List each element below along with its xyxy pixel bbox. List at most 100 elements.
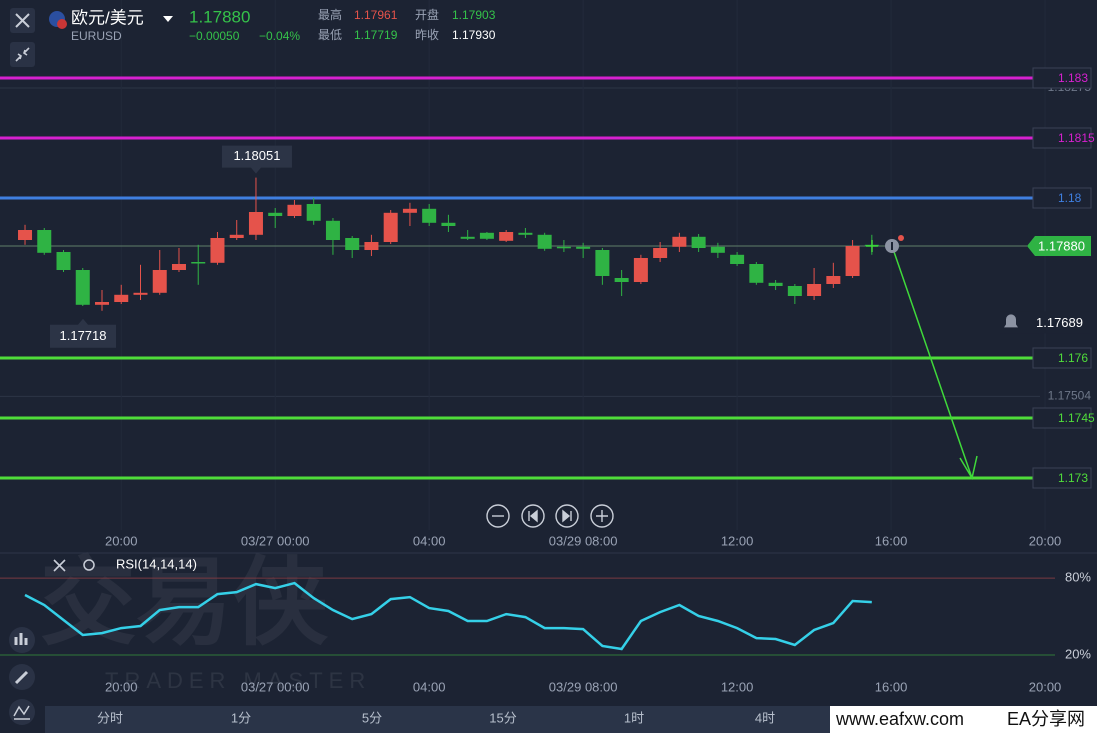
x-tick-label: 04:00	[413, 533, 446, 548]
last-icon	[562, 509, 572, 523]
candle-body	[479, 232, 494, 239]
x-tick-label: 20:00	[105, 533, 138, 548]
alert-label: 1.17689	[1036, 315, 1083, 330]
info-dot	[898, 235, 904, 241]
candle-body	[95, 302, 110, 305]
watermark-logo: 交易侠	[40, 549, 329, 656]
candle-body	[518, 232, 533, 235]
low-value: 1.17719	[354, 28, 398, 42]
level-label-box	[1032, 347, 1092, 369]
prev-label: 昨收	[415, 28, 439, 42]
current-price-box	[1027, 236, 1091, 256]
candle-body	[768, 282, 783, 286]
y-tick-label: 1.17504	[1048, 389, 1092, 403]
flag-us	[57, 19, 67, 29]
current-price-label: 1.17880	[1038, 238, 1085, 253]
candle-body	[191, 262, 206, 264]
candle-body	[826, 276, 841, 284]
rsi-x-tick-label: 20:00	[105, 679, 138, 694]
site-name: EA分享网	[1007, 709, 1085, 729]
x-tick-label: 03/27 00:00	[241, 533, 310, 548]
candle-body	[114, 294, 129, 302]
candle-body	[614, 278, 629, 282]
timeframe-tab[interactable]: 1时	[624, 710, 644, 725]
close-icon	[15, 13, 30, 28]
open-value: 1.17903	[452, 8, 496, 22]
rsi-x-tick-label: 16:00	[875, 679, 908, 694]
timeframe-tab[interactable]: 4时	[755, 710, 775, 725]
line-icon	[13, 705, 30, 720]
rsi-settings[interactable]	[83, 559, 95, 571]
candle-body	[807, 284, 822, 296]
candle-body	[152, 270, 167, 293]
candle-body	[18, 230, 33, 240]
level-label: 1.1745	[1058, 411, 1095, 425]
candle-body	[730, 254, 745, 264]
level-label-box	[1032, 187, 1092, 209]
candle-body	[422, 208, 437, 223]
candle-body	[441, 222, 456, 226]
candle-body	[325, 220, 340, 240]
candle-body	[576, 246, 591, 249]
candle-body	[248, 212, 263, 235]
rsi-close[interactable]	[53, 559, 66, 572]
candle-body	[364, 242, 379, 250]
rsi-x-tick-label: 04:00	[413, 679, 446, 694]
candle-body	[345, 238, 360, 250]
candle-body	[287, 204, 302, 216]
level-label-box	[1032, 127, 1092, 149]
candle-body	[306, 204, 321, 221]
level-label: 1.173	[1058, 471, 1088, 485]
timeframe-tab[interactable]: 分时	[97, 710, 123, 725]
symbol-code: EURUSD	[71, 29, 122, 43]
timeframe-tab[interactable]: 15分	[489, 710, 516, 725]
site-badge	[830, 706, 1097, 733]
candle-body	[268, 212, 283, 216]
timeframe-tab[interactable]: 1分	[231, 710, 251, 725]
shrink-icon	[15, 47, 30, 62]
candle-body	[383, 212, 398, 242]
level-label: 1.183	[1058, 71, 1088, 85]
alert-box[interactable]	[1000, 311, 1091, 334]
shrink-button[interactable]	[10, 42, 35, 67]
trend-arrow	[891, 245, 978, 480]
level-label: 1.18	[1058, 191, 1082, 205]
high-label: 最高	[318, 7, 342, 22]
candle-body	[787, 286, 802, 296]
level-label: 1.176	[1058, 351, 1088, 365]
candle-body	[845, 246, 860, 276]
symbol-name[interactable]: 欧元/美元	[71, 8, 144, 27]
low-marker-box	[50, 318, 117, 348]
low-marker-label: 1.17718	[60, 328, 107, 343]
level-label-box	[1032, 67, 1092, 89]
first-icon	[528, 509, 538, 523]
x-tick-label: 12:00	[721, 533, 754, 548]
candle-body	[499, 232, 514, 241]
high-value: 1.17961	[354, 8, 398, 22]
candle-body	[171, 264, 186, 270]
level-label-box	[1032, 467, 1092, 489]
candle-body	[672, 236, 687, 247]
price-change: −0.00050	[189, 29, 240, 43]
candle-body	[749, 264, 764, 283]
site-url: www.eafxw.com	[835, 709, 964, 729]
rsi-x-tick-label: 03/27 00:00	[241, 679, 310, 694]
level-label: 1.1815	[1058, 131, 1095, 145]
symbol-dropdown[interactable]	[163, 16, 173, 22]
high-marker-box	[221, 145, 292, 174]
cursor-cross	[866, 240, 878, 252]
candle-body	[75, 270, 90, 305]
high-marker-label: 1.18051	[233, 148, 280, 163]
timeframe-tab[interactable]: 5分	[362, 710, 382, 725]
candle-body	[37, 230, 52, 253]
candle-body	[556, 246, 571, 249]
candle-body	[402, 208, 417, 213]
rsi-tick-label: 80%	[1065, 570, 1091, 585]
rsi-panel: RSI(14,14,14) 80% 20% 20:00 03/27 00:00 04:00…	[0, 556, 1091, 694]
candle-body	[595, 250, 610, 276]
candle-body	[460, 236, 475, 239]
